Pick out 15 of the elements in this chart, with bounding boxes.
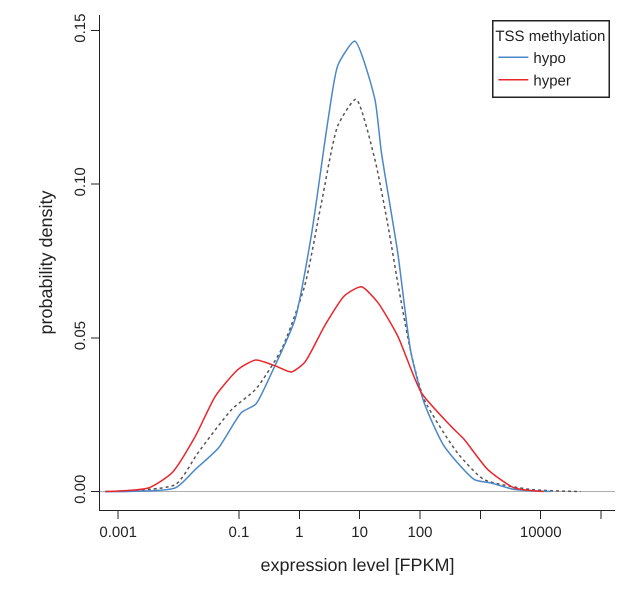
y-tick-label: 0.05 (72, 320, 89, 350)
x-tick-label: 0.1 (228, 524, 250, 542)
legend-title: TSS methylation (495, 28, 606, 45)
x-tick-label: 10000 (520, 524, 562, 542)
x-axis-title: expression level [FPKM] (260, 555, 455, 576)
x-tick-label: 1 (295, 524, 304, 542)
legend-label: hypo (533, 50, 566, 68)
y-tick-label: 0.00 (72, 474, 89, 504)
legend-label: hyper (533, 72, 571, 90)
x-tick-label: 10 (351, 524, 368, 542)
y-tick-label: 0.15 (72, 14, 89, 43)
x-tick-label: 100 (407, 524, 433, 542)
y-tick-label: 0.10 (72, 167, 89, 196)
x-tick-label: 0.001 (99, 524, 137, 542)
y-axis-title: probability density (36, 190, 56, 335)
